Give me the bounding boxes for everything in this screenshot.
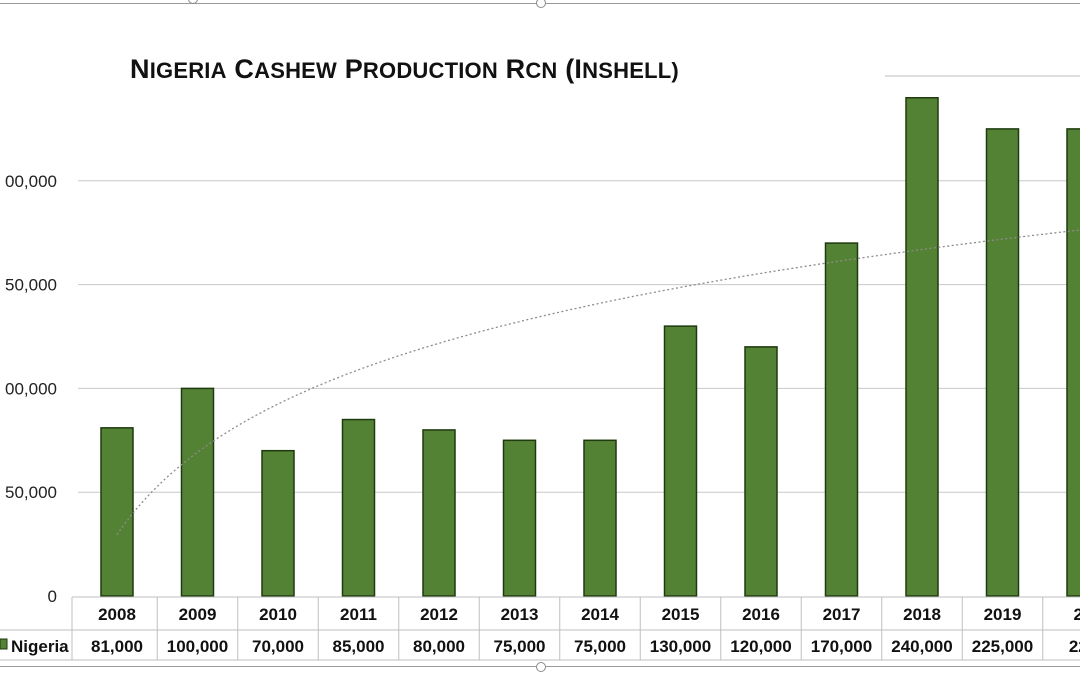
- bar-2012: [422, 429, 456, 597]
- x-tick-label: 20: [1074, 605, 1080, 624]
- data-label: 130,000: [650, 637, 711, 656]
- x-tick-label: 2016: [742, 605, 780, 624]
- bar-2019: [985, 128, 1020, 597]
- y-tick-label: 00,000: [5, 379, 57, 398]
- x-tick-label: 2010: [259, 605, 297, 624]
- x-tick-label: 2013: [501, 605, 539, 624]
- bar-2008: [100, 427, 134, 597]
- data-label: 80,000: [413, 637, 465, 656]
- data-label: 85,000: [333, 637, 385, 656]
- data-label: 120,000: [730, 637, 791, 656]
- x-tick-label: 2017: [823, 605, 861, 624]
- data-label: 75,000: [494, 637, 546, 656]
- bar-2020: [1066, 128, 1080, 597]
- y-tick-label: 50,000: [5, 276, 57, 295]
- legend-swatch: [0, 638, 8, 650]
- x-tick-label: 2019: [984, 605, 1022, 624]
- resize-handle-bottom[interactable]: [536, 662, 546, 672]
- bar-2010: [261, 449, 295, 597]
- y-tick-label: 0: [48, 587, 57, 606]
- bar-2015: [663, 325, 698, 597]
- trendline: [116, 229, 1080, 536]
- bar-2013: [502, 439, 537, 597]
- data-label: 225: [1069, 637, 1080, 656]
- bar-2014: [583, 439, 617, 597]
- bar-2009: [180, 387, 215, 597]
- bar-2017: [824, 242, 859, 597]
- bar-2011: [341, 418, 376, 597]
- resize-handle-top[interactable]: [536, 0, 546, 8]
- data-label: 100,000: [167, 637, 228, 656]
- data-label: 81,000: [91, 637, 143, 656]
- data-label: 75,000: [574, 637, 626, 656]
- x-tick-label: 2015: [662, 605, 700, 624]
- x-tick-label: 2018: [903, 605, 941, 624]
- data-label: 70,000: [252, 637, 304, 656]
- x-tick-label: 2008: [98, 605, 136, 624]
- x-tick-label: 2014: [581, 605, 619, 624]
- data-label: 170,000: [811, 637, 872, 656]
- x-tick-label: 2009: [179, 605, 217, 624]
- bar-2016: [744, 346, 778, 597]
- y-tick-label: 00,000: [5, 172, 57, 191]
- bar-2018: [905, 97, 939, 597]
- x-tick-label: 2012: [420, 605, 458, 624]
- x-tick-label: 2011: [340, 605, 377, 624]
- data-label: 240,000: [891, 637, 952, 656]
- legend-label: Nigeria: [11, 637, 69, 656]
- y-tick-label: 50,000: [5, 483, 57, 502]
- chart-title: NIGERIA CASHEW PRODUCTION RCN (INSHELL): [130, 54, 679, 84]
- data-label: 225,000: [972, 637, 1033, 656]
